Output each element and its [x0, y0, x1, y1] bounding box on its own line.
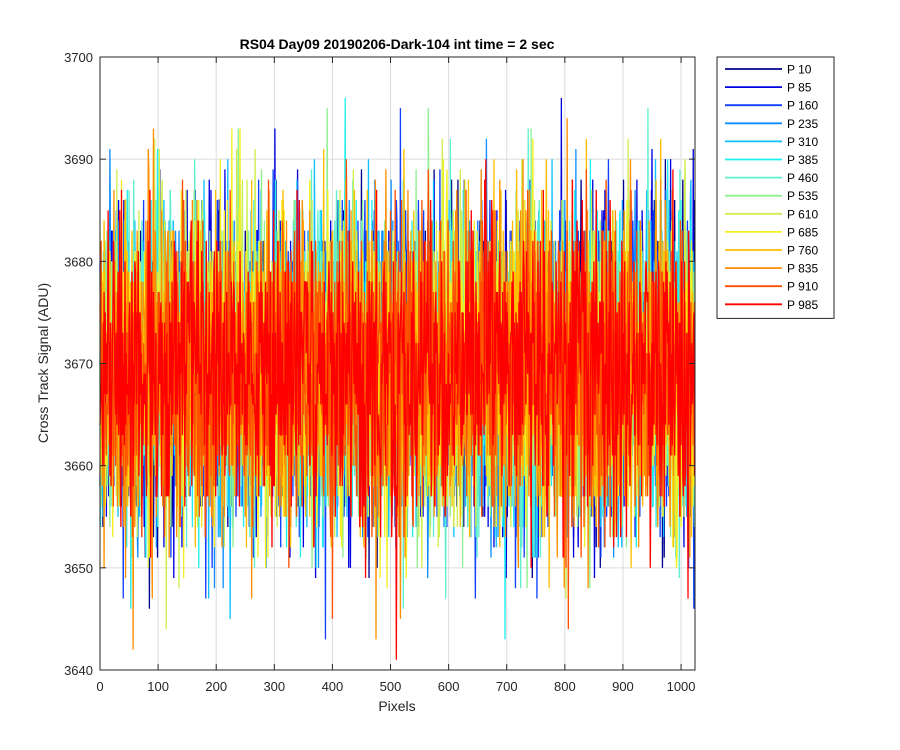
x-tick-label: 500 — [380, 679, 402, 694]
x-tick-label: 400 — [322, 679, 344, 694]
x-axis-label: Pixels — [378, 698, 415, 714]
y-axis-label: Cross Track Signal (ADU) — [35, 283, 51, 443]
legend-label: P 160 — [787, 99, 818, 113]
legend-label: P 985 — [787, 298, 818, 312]
legend-label: P 835 — [787, 262, 818, 276]
x-tick-label: 700 — [496, 679, 518, 694]
x-tick-label: 300 — [263, 679, 285, 694]
x-tick-label: 0 — [96, 679, 103, 694]
legend-label: P 235 — [787, 117, 818, 131]
legend: P 10 P 85 P 160 P 235 P 310 P 385 P 460 P 535 P … — [716, 56, 835, 319]
y-tick-label: 3650 — [64, 561, 93, 576]
y-tick-label: 3700 — [64, 50, 93, 65]
y-tick-label: 3670 — [64, 357, 93, 372]
legend-label: P 385 — [787, 153, 818, 167]
series-line-p985 — [99, 159, 696, 660]
x-tick-label: 600 — [438, 679, 460, 694]
legend-box — [716, 56, 835, 319]
x-tick-label: 800 — [554, 679, 576, 694]
legend-label: P 85 — [787, 81, 812, 95]
legend-label: P 10 — [787, 63, 812, 77]
y-tick-label: 3690 — [64, 152, 93, 167]
y-tick-label: 3640 — [64, 663, 93, 678]
ticks: 0 100 200 300 400 500 600 700 800 900 1000 3640 3650… — [64, 50, 695, 694]
x-tick-label: 100 — [147, 679, 169, 694]
legend-label: P 685 — [787, 225, 818, 239]
legend-label: P 535 — [787, 189, 818, 203]
legend-label: P 610 — [787, 207, 818, 221]
y-tick-label: 3660 — [64, 459, 93, 474]
x-tick-label: 1000 — [667, 679, 696, 694]
x-tick-label: 200 — [205, 679, 227, 694]
chart-title: RS04 Day09 20190206-Dark-104 int time = … — [240, 36, 555, 52]
y-tick-label: 3680 — [64, 254, 93, 269]
legend-label: P 760 — [787, 244, 818, 258]
legend-label: P 460 — [787, 171, 818, 185]
series-layer — [99, 97, 696, 660]
x-tick-label: 900 — [612, 679, 634, 694]
legend-label: P 910 — [787, 280, 818, 294]
legend-label: P 310 — [787, 135, 818, 149]
